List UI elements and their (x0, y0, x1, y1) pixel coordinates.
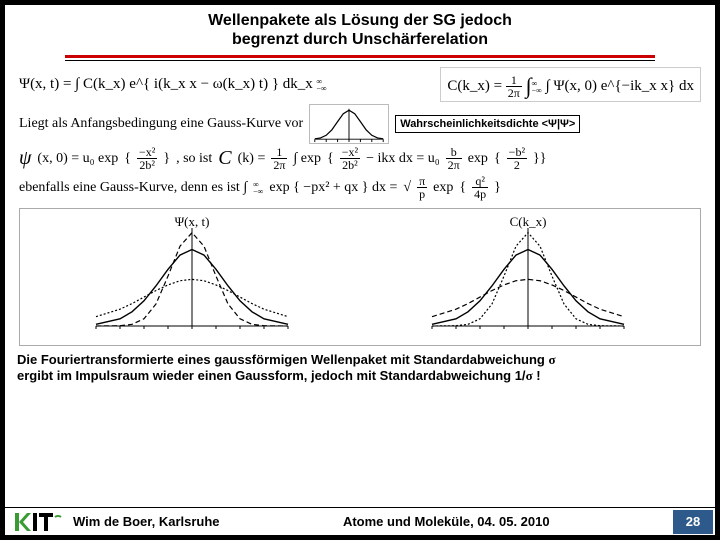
equation-row-top: Ψ(x, t) = ∫ C(k_x) e^{ i(k_x x − ω(k_x) … (5, 67, 715, 102)
divider-black (65, 60, 655, 61)
kit-logo (13, 511, 63, 533)
equation-row-gauss-identity: ebenfalls eine Gauss-Kurve, denn es ist … (5, 173, 715, 202)
eq-psi-integral: Ψ(x, t) = ∫ C(k_x) e^{ i(k_x x − ω(k_x) … (19, 76, 327, 93)
footer: Wim de Boer, Karlsruhe Atome und Molekül… (5, 507, 715, 535)
mini-gauss-plot (309, 104, 389, 144)
title-line1: Wellenpakete als Lösung der SG jedoch (208, 12, 512, 29)
probability-density-label: Wahrscheinlichkeitsdichte <Ψ|Ψ> (395, 115, 580, 133)
plots-container: Ψ(x, t) C(k_x) (19, 208, 701, 346)
eq-ck-integral: C(k_x) = 12π ∫∞−∞ ∫ Ψ(x, 0) e^{−ik_x x} … (440, 67, 701, 102)
equation-row-psi0: ψ (x, 0) = u₀ exp {−x²2b²} , so ist C (k… (5, 144, 715, 173)
c-symbol: C (218, 147, 231, 170)
footer-author: Wim de Boer, Karlsruhe (73, 514, 220, 529)
svg-text:Ψ(x, t): Ψ(x, t) (175, 214, 210, 229)
bottom-statement: Die Fouriertransformierte eines gaussför… (5, 346, 715, 385)
title-line2: begrenzt durch Unschärferelation (232, 31, 488, 48)
svg-text:C(k_x): C(k_x) (510, 214, 547, 229)
footer-page-number: 28 (673, 510, 713, 534)
plot-c-kx: C(k_x) (418, 214, 638, 340)
footer-center: Atome und Moleküle, 04. 05. 2010 (220, 514, 673, 529)
slide-title: Wellenpakete als Lösung der SG jedoch be… (5, 5, 715, 51)
gauss-intro-row: Liegt als Anfangsbedingung eine Gauss-Ku… (5, 102, 715, 144)
divider-red (65, 55, 655, 58)
gauss-intro-text: Liegt als Anfangsbedingung eine Gauss-Ku… (19, 116, 303, 132)
plot-psi-xt: Ψ(x, t) (82, 214, 302, 340)
psi-symbol: ψ (19, 147, 31, 170)
